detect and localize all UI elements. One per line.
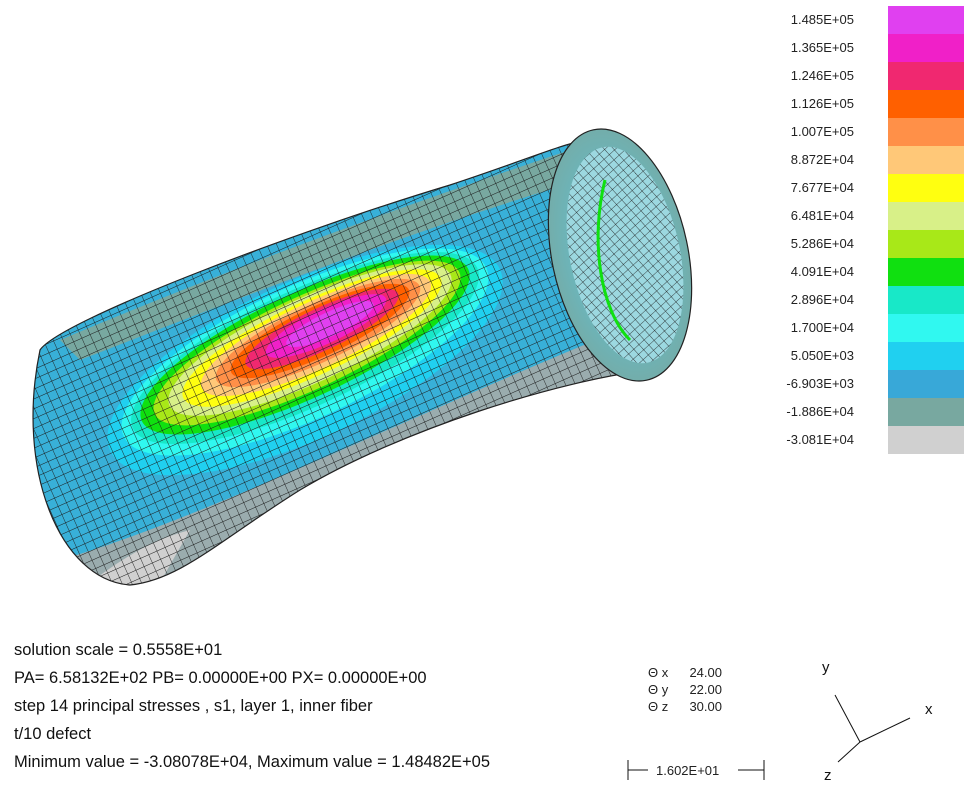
legend-value: 2.896E+04 <box>790 292 854 307</box>
legend-swatch <box>888 6 964 34</box>
legend-value: 4.091E+04 <box>790 264 854 279</box>
legend-swatch <box>888 174 964 202</box>
legend-swatch <box>888 62 964 90</box>
legend-swatch <box>888 426 964 454</box>
legend-value: 1.700E+04 <box>790 320 854 335</box>
legend-row: 7.677E+04 <box>760 174 964 202</box>
step-description-text: step 14 principal stresses , s1, layer 1… <box>14 697 373 715</box>
axis-label-z: z <box>824 767 832 784</box>
legend-row: 1.007E+05 <box>760 118 964 146</box>
legend-row: 1.700E+04 <box>760 314 964 342</box>
analysis-info: solution scale = 0.5558E+01 PA= 6.58132E… <box>14 636 614 776</box>
legend-row: 1.365E+05 <box>760 34 964 62</box>
scale-bar-label: 1.602E+01 <box>656 763 719 778</box>
legend-row: 1.126E+05 <box>760 90 964 118</box>
legend-value: 8.872E+04 <box>790 152 854 167</box>
axis-label-x: x <box>925 701 933 718</box>
legend-value: -1.886E+04 <box>786 404 854 419</box>
view-angle-y: Θ y 22.00 <box>648 682 722 697</box>
solution-scale-text: solution scale = 0.5558E+01 <box>14 641 223 659</box>
min-max-text: Minimum value = -3.08078E+04, Maximum va… <box>14 753 491 771</box>
axis-label-y: y <box>822 659 830 676</box>
legend-swatch <box>888 202 964 230</box>
legend-swatch <box>888 34 964 62</box>
legend-row: -6.903E+03 <box>760 370 964 398</box>
legend-value: -3.081E+04 <box>786 432 854 447</box>
legend-value: 1.246E+05 <box>790 68 854 83</box>
load-parameters-text: PA= 6.58132E+02 PB= 0.00000E+00 PX= 0.00… <box>14 669 427 687</box>
legend-swatch <box>888 230 964 258</box>
legend-row: 4.091E+04 <box>760 258 964 286</box>
legend-row: 1.485E+05 <box>760 6 964 34</box>
legend-value: -6.903E+03 <box>786 376 854 391</box>
legend-swatch <box>888 286 964 314</box>
legend-value: 1.365E+05 <box>790 40 854 55</box>
legend-swatch <box>888 370 964 398</box>
legend-row: -1.886E+04 <box>760 398 964 426</box>
legend-swatch <box>888 314 964 342</box>
legend-value: 1.485E+05 <box>790 12 854 27</box>
legend-value: 6.481E+04 <box>790 208 854 223</box>
legend-value: 1.007E+05 <box>790 124 854 139</box>
legend-value: 7.677E+04 <box>790 180 854 195</box>
legend-row: 2.896E+04 <box>760 286 964 314</box>
legend-swatch <box>888 118 964 146</box>
legend-row: -3.081E+04 <box>760 426 964 454</box>
view-angle-x: Θ x 24.00 <box>648 665 722 680</box>
legend-row: 8.872E+04 <box>760 146 964 174</box>
legend-swatch <box>888 398 964 426</box>
legend-value: 5.286E+04 <box>790 236 854 251</box>
legend-row: 5.050E+03 <box>760 342 964 370</box>
legend-row: 6.481E+04 <box>760 202 964 230</box>
legend-value: 5.050E+03 <box>790 348 854 363</box>
axis-triad: y x z <box>822 659 933 784</box>
legend-swatch <box>888 146 964 174</box>
stress-contour-model <box>32 128 693 586</box>
legend-swatch <box>888 90 964 118</box>
legend-row: 5.286E+04 <box>760 230 964 258</box>
scale-bar: 1.602E+01 <box>627 760 765 780</box>
view-angle-z: Θ z 30.00 <box>648 699 722 714</box>
defect-text: t/10 defect <box>14 725 92 743</box>
legend-value: 1.126E+05 <box>790 96 854 111</box>
legend-swatch <box>888 258 964 286</box>
legend-swatch <box>888 342 964 370</box>
legend-row: 1.246E+05 <box>760 62 964 90</box>
view-angles: Θ x 24.00 Θ y 22.00 Θ z 30.00 <box>648 664 758 715</box>
